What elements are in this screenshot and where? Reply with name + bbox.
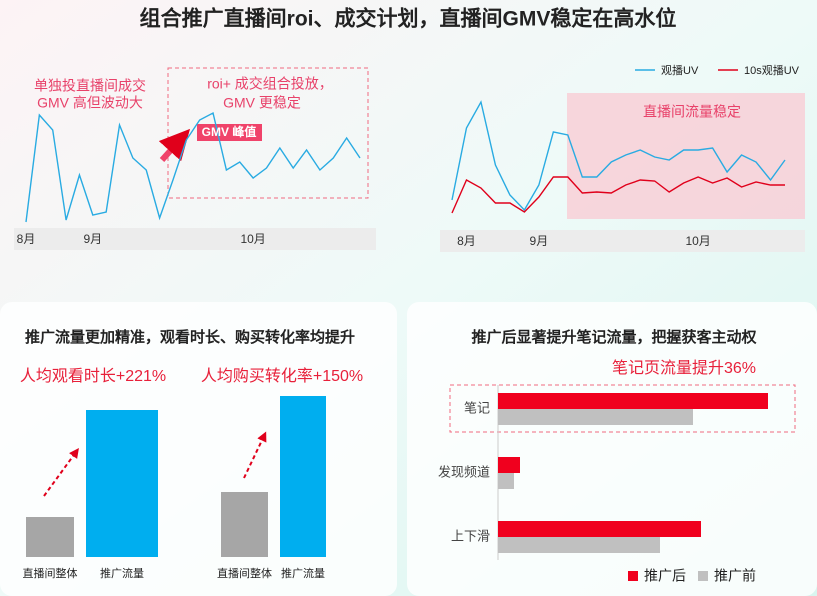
legend-label: 10s观播UV — [744, 63, 800, 77]
annotation: 笔记页流量提升36% — [612, 359, 756, 377]
bar — [498, 473, 514, 489]
axis-strip — [440, 230, 805, 252]
rise-arrow — [243, 431, 267, 479]
chart-title: 推广后显著提升笔记流量，把握获客主动权 — [471, 328, 757, 346]
y-tick-label: 上下滑 — [451, 528, 490, 543]
legend-label: 推广前 — [714, 568, 756, 584]
peak-badge — [197, 124, 262, 141]
annotation: GMV 峰值 — [202, 124, 257, 139]
x-tick-label: 10月 — [240, 232, 265, 246]
legend-swatch — [628, 571, 638, 581]
chart-title: 人均购买转化率+150% — [201, 367, 363, 385]
axis-strip — [14, 228, 376, 250]
annotation: GMV 更稳定 — [223, 95, 301, 111]
bar — [498, 409, 693, 425]
panel-title: 推广流量更加精准，观看时长、购买转化率均提升 — [25, 328, 355, 346]
legend-label: 推广后 — [644, 568, 686, 584]
bar — [498, 537, 660, 553]
chart-title: 人均观看时长+221% — [20, 367, 166, 385]
annotation: 单独投直播间成交 — [34, 78, 146, 94]
x-tick-label: 9月 — [530, 234, 549, 248]
x-tick-label: 10月 — [685, 234, 710, 248]
x-tick-label: 直播间整体 — [23, 566, 78, 580]
x-tick-label: 推广流量 — [281, 566, 325, 580]
bar — [280, 396, 326, 557]
rise-arrow — [43, 447, 79, 497]
annotation: roi+ 成交组合投放， — [207, 76, 333, 92]
x-tick-label: 8月 — [457, 234, 476, 248]
annotation: GMV 高但波动大 — [37, 95, 143, 111]
x-tick-label: 直播间整体 — [217, 566, 272, 580]
y-tick-label: 发现频道 — [438, 464, 490, 479]
bar — [498, 457, 520, 473]
bar — [221, 492, 268, 557]
line — [25, 111, 361, 223]
x-tick-label: 8月 — [17, 232, 36, 246]
x-tick-label: 9月 — [83, 232, 102, 246]
legend-label: 观播UV — [661, 63, 699, 77]
stable-zone — [567, 93, 805, 219]
annotation: 直播间流量稳定 — [643, 104, 741, 120]
bar — [86, 410, 158, 557]
bar — [498, 521, 701, 537]
x-tick-label: 推广流量 — [100, 566, 144, 580]
bar — [498, 393, 768, 409]
line — [451, 176, 785, 214]
legend-swatch — [698, 571, 708, 581]
line — [451, 100, 786, 212]
y-tick-label: 笔记 — [464, 400, 490, 415]
peak-arrow — [158, 128, 191, 163]
bar — [26, 517, 74, 557]
page-title: 组合推广直播间roi、成交计划，直播间GMV稳定在高水位 — [140, 7, 677, 31]
